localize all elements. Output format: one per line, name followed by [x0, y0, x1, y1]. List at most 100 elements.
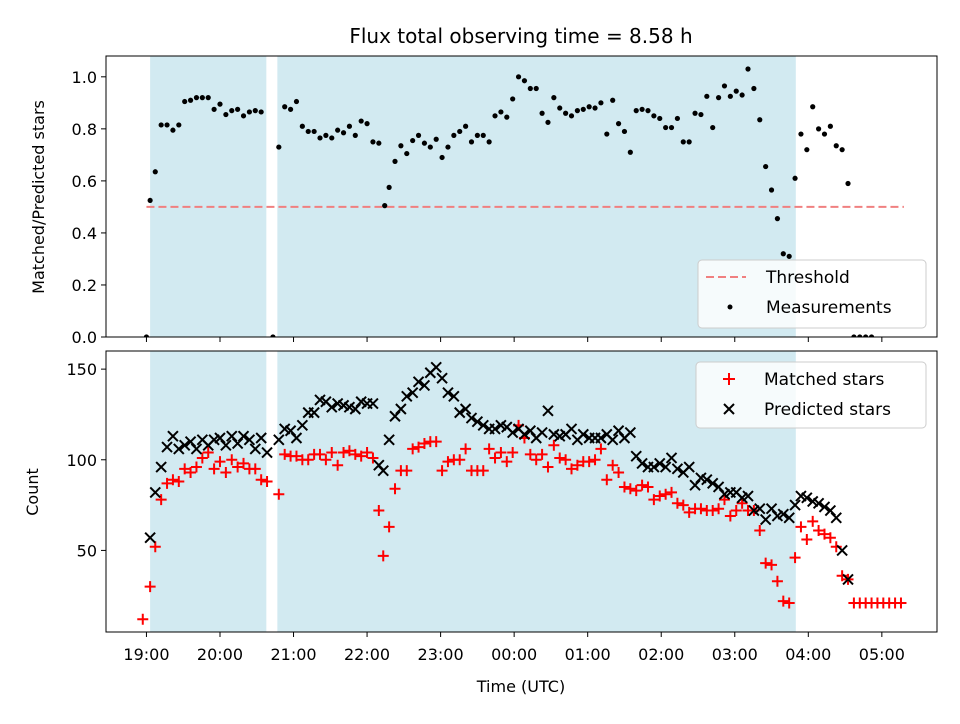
y-tick-label: 0.6 — [72, 172, 97, 191]
measurement-point — [527, 85, 533, 92]
matched-point — [367, 452, 379, 464]
matched-point — [413, 441, 425, 453]
measurement-point — [774, 216, 781, 222]
measurement-point — [287, 106, 294, 112]
matched-point — [801, 534, 813, 546]
predicted-point — [459, 403, 472, 415]
matched-point — [718, 494, 730, 506]
measurement-point — [240, 113, 247, 119]
measurement-point — [235, 106, 241, 112]
measurement-point — [252, 108, 258, 114]
matched-point — [442, 456, 454, 468]
measurement-point — [270, 334, 276, 337]
measurement-point — [392, 158, 398, 164]
matched-point — [813, 524, 825, 536]
matched-point — [736, 497, 748, 509]
measurement-point — [415, 132, 422, 138]
x-tick-label: 03:00 — [712, 645, 758, 664]
measurement-point — [158, 122, 164, 128]
predicted-point — [326, 401, 338, 413]
measurement-point — [821, 131, 828, 137]
matched-point — [618, 481, 630, 493]
y-tick-label: 150 — [66, 360, 97, 379]
measurement-point — [757, 117, 763, 123]
matched-point — [730, 505, 742, 517]
measurement-point — [539, 110, 545, 116]
matched-point — [677, 499, 689, 511]
measurement-point — [143, 334, 150, 337]
measurement-point — [205, 95, 211, 101]
measurement-point — [305, 128, 311, 135]
matched-point — [238, 457, 250, 469]
matched-point — [501, 456, 513, 468]
predicted-point — [489, 423, 501, 435]
measurement-point — [299, 123, 305, 129]
matched-point — [355, 450, 367, 462]
legend-predicted-label: Predicted stars — [764, 400, 891, 420]
measurement-point — [223, 111, 229, 118]
matched-point — [695, 503, 707, 515]
measurement-point — [798, 131, 804, 137]
matched-point — [185, 466, 197, 478]
matched-point — [208, 463, 220, 475]
predicted-point — [542, 405, 554, 417]
matched-point — [613, 466, 625, 478]
predicted-point — [383, 434, 395, 446]
x-tick-label: 22:00 — [344, 645, 390, 664]
x-tick-label: 02:00 — [638, 645, 684, 664]
measurement-point — [868, 334, 875, 337]
measurement-point — [187, 97, 194, 103]
predicted-point — [671, 463, 684, 475]
predicted-point — [789, 499, 801, 511]
matched-point — [173, 476, 185, 488]
matched-point — [554, 452, 566, 464]
matched-point — [601, 474, 613, 486]
matched-point — [630, 485, 642, 497]
matched-point — [161, 477, 173, 489]
y-tick-label: 0.0 — [72, 328, 97, 347]
matched-point — [144, 581, 156, 593]
measurement-point — [592, 105, 598, 111]
predicted-point — [742, 490, 754, 502]
legend-bottom: Matched stars Predicted stars — [695, 361, 927, 429]
matched-point — [589, 454, 601, 466]
predicted-point — [812, 497, 825, 509]
matched-point — [824, 532, 836, 544]
measurement-point — [780, 251, 786, 257]
predicted-point — [636, 457, 648, 470]
matched-point — [389, 483, 401, 495]
measurement-point — [510, 96, 516, 102]
figure-title: Flux total observing time = 8.58 h — [349, 24, 692, 48]
matched-point — [495, 447, 507, 459]
measurement-point — [211, 106, 217, 112]
measurement-point — [763, 163, 769, 170]
measurement-point — [335, 127, 341, 133]
matched-point — [895, 597, 907, 609]
x-tick-label: 04:00 — [785, 645, 831, 664]
predicted-point — [471, 415, 484, 428]
y-tick-label: 100 — [66, 451, 97, 470]
measurement-point — [551, 95, 557, 101]
matched-point — [483, 443, 495, 455]
legend-matched-label: Matched stars — [764, 370, 884, 390]
matched-point — [671, 497, 683, 509]
measurement-point — [199, 95, 205, 101]
matched-point — [760, 557, 772, 569]
predicted-point — [477, 419, 489, 432]
matched-point — [660, 488, 672, 500]
measurement-point — [657, 115, 663, 122]
legend-measurements-swatch — [727, 304, 733, 310]
predicted-point — [754, 503, 766, 515]
measurement-point — [668, 124, 675, 131]
measurement-point — [827, 123, 833, 129]
measurement-point — [568, 113, 575, 119]
matched-point — [460, 443, 472, 455]
predicted-point — [144, 532, 156, 544]
predicted-point — [701, 474, 713, 486]
measurement-point — [521, 78, 528, 84]
predicted-point — [395, 403, 407, 415]
matched-point — [377, 550, 389, 562]
measurement-point — [445, 144, 451, 150]
matched-point — [249, 463, 261, 475]
measurement-point — [586, 104, 592, 110]
